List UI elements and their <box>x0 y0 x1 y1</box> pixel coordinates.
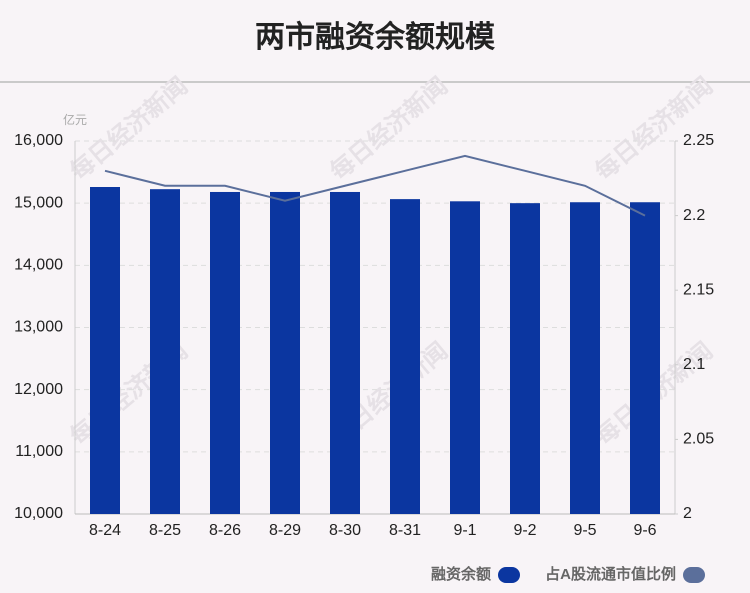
x-tick-label: 8-30 <box>329 522 361 539</box>
x-tick-label: 8-29 <box>269 522 301 539</box>
legend-label: 融资余额 <box>431 565 491 583</box>
y2-tick-label: 2 <box>683 505 692 522</box>
legend-swatch <box>683 567 705 583</box>
x-tick-label: 9-2 <box>513 522 536 539</box>
y-tick-label: 15,000 <box>14 194 63 211</box>
y-tick-label: 14,000 <box>14 257 63 274</box>
x-tick-label: 8-25 <box>149 522 181 539</box>
bar <box>150 189 180 514</box>
y-tick-label: 16,000 <box>14 132 63 149</box>
x-tick-label: 9-6 <box>633 522 656 539</box>
x-tick-label: 8-24 <box>89 522 121 539</box>
y-tick-label: 12,000 <box>14 381 63 398</box>
x-tick-label: 8-31 <box>389 522 421 539</box>
y2-tick-label: 2.1 <box>683 356 705 373</box>
bar <box>390 199 420 514</box>
chart-title: 两市融资余额规模 <box>255 20 495 54</box>
x-tick-label: 9-1 <box>453 522 476 539</box>
x-tick-label: 9-5 <box>573 522 596 539</box>
x-tick-label: 8-26 <box>209 522 241 539</box>
bar <box>510 203 540 514</box>
bar <box>630 202 660 514</box>
y2-tick-label: 2.2 <box>683 207 705 224</box>
bar <box>570 202 600 514</box>
legend-label: 占A股流通市值比例 <box>545 565 676 583</box>
bar <box>90 187 120 514</box>
bar <box>450 201 480 514</box>
y-tick-label: 13,000 <box>14 319 63 336</box>
y2-tick-label: 2.05 <box>683 431 714 448</box>
legend-swatch <box>498 567 520 583</box>
y-tick-label: 11,000 <box>15 443 63 460</box>
y-unit: 亿元 <box>63 112 87 127</box>
bar <box>270 191 300 514</box>
bar <box>210 191 240 514</box>
y2-tick-label: 2.15 <box>683 281 714 298</box>
y2-tick-label: 2.25 <box>683 132 714 149</box>
y-tick-label: 10,000 <box>14 505 63 522</box>
line <box>104 154 646 217</box>
bar <box>330 191 360 514</box>
